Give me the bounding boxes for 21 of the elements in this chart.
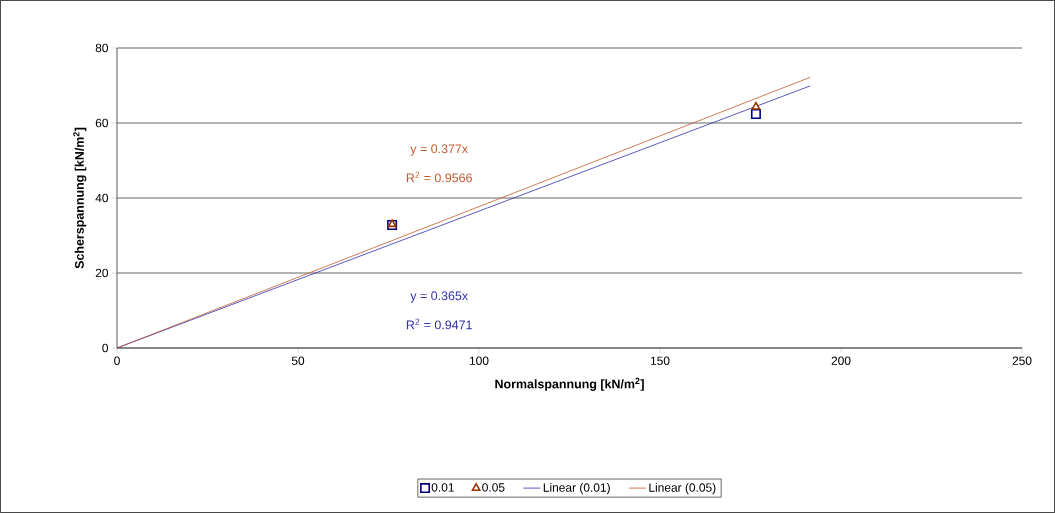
x-tick-label: 100 — [469, 356, 489, 365]
x-tick-label: 250 — [1012, 356, 1032, 365]
legend-label: 0.05 — [482, 483, 505, 492]
y-tick-label: 20 — [95, 268, 109, 278]
x-axis-title: Normalspannung [kN/m$^{2}$] — [495, 377, 644, 391]
y-axis-title: Scherspannung [kN/m$^{2}$] — [73, 127, 87, 269]
y-tick-label: 60 — [95, 118, 109, 128]
legend-label: Linear (0.05) — [649, 483, 716, 495]
annotation: y = 0.377x — [410, 144, 468, 156]
x-tick-label: 200 — [831, 356, 851, 365]
annotation: y = 0.365x — [410, 291, 468, 303]
annotation: R$^{2}$ = 0.9471 — [406, 318, 472, 330]
annotation: R$^{2}$ = 0.9566 — [406, 171, 472, 183]
y-tick-label: 80 — [95, 43, 109, 53]
x-tick-label: 0 — [114, 356, 120, 365]
y-tick-label: 0 — [102, 343, 109, 353]
legend-label: Linear (0.01) — [543, 483, 610, 495]
legend-label: 0.01 — [431, 483, 454, 492]
x-tick-label: 150 — [650, 356, 670, 365]
x-tick-label: 50 — [291, 356, 305, 365]
y-tick-label: 40 — [95, 193, 109, 203]
